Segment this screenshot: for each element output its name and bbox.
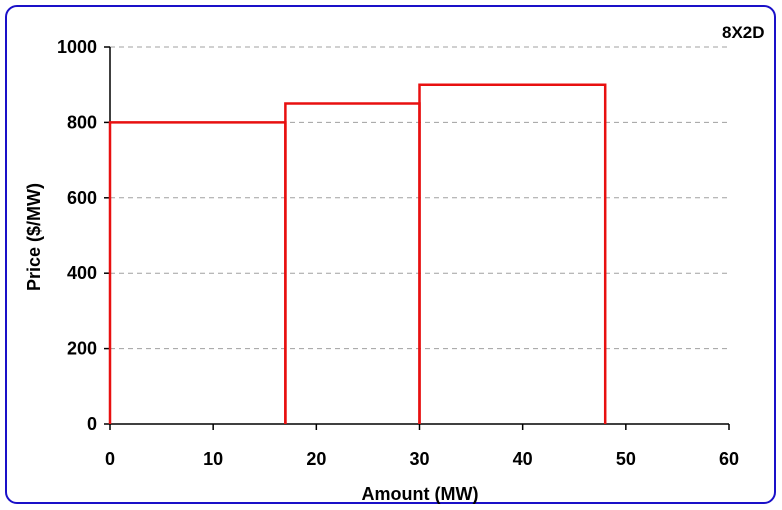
price-block-2 [284,102,421,424]
x-tick-label-60: 60 [719,449,739,469]
x-tick-label-0: 0 [105,449,115,469]
y-tick-label-0: 0 [87,414,97,434]
price-block-1 [108,121,287,424]
ticks: 0 200 400 600 800 1000 0 10 20 30 40 50 60 [57,37,739,469]
y-tick-label-800: 800 [67,112,97,132]
chart-id-label: 8X2D [722,23,765,42]
y-tick-label-400: 400 [67,263,97,283]
x-tick-label-50: 50 [616,449,636,469]
x-tick-label-10: 10 [203,449,223,469]
chart-frame [5,5,776,504]
y-tick-label-1000: 1000 [57,37,97,57]
series [108,83,607,424]
x-axis-title: Amount (MW) [362,484,479,504]
price-block-3 [418,83,607,424]
x-tick-label-20: 20 [306,449,326,469]
y-tick-label-200: 200 [67,339,97,359]
y-axis-title: Price ($/MW) [24,183,44,291]
x-tick-label-30: 30 [409,449,429,469]
y-tick-label-600: 600 [67,188,97,208]
x-tick-label-40: 40 [513,449,533,469]
